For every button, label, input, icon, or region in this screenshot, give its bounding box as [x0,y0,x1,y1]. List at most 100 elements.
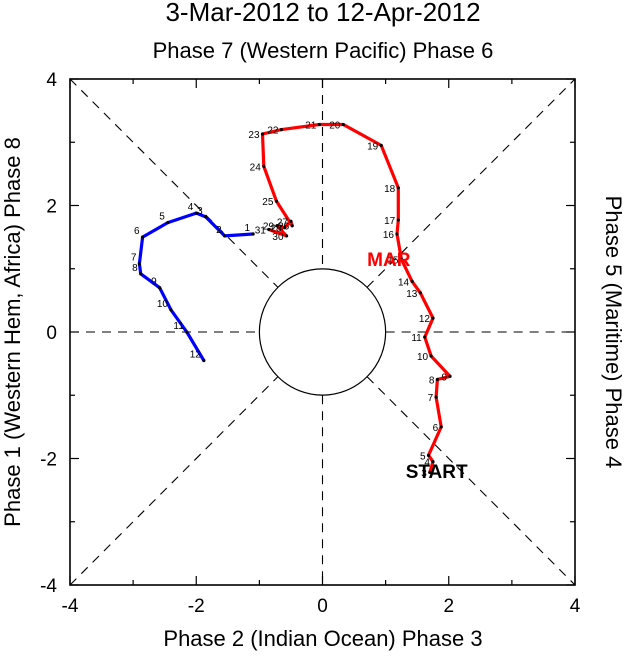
phase-guide-line [69,376,279,586]
day-label: 13 [406,289,418,300]
day-label: 10 [157,299,169,310]
data-point [251,232,255,236]
data-point [283,226,287,230]
day-label: 4 [424,458,430,469]
y-tick-label: 4 [46,70,57,91]
annotations: MAR START [367,250,468,483]
data-point [395,232,399,236]
chart-subtitle: Phase 7 (Western Pacific) Phase 6 [153,38,494,63]
series-line [137,211,255,363]
day-label: 9 [441,372,447,383]
day-label: 5 [159,212,165,223]
data-point [434,395,438,399]
day-label: 22 [267,126,279,137]
data-point [426,453,431,457]
day-label: 28 [271,224,283,235]
day-label: 23 [248,130,260,141]
data-point [166,220,170,225]
day-label: 30 [272,232,284,243]
day-label: 15 [387,255,399,266]
data-point [137,262,142,266]
day-label: 2 [216,225,222,236]
y-tick-label: -2 [40,450,57,471]
day-label: 7 [428,393,434,404]
day-label: 11 [411,333,422,344]
y-tick-label: -4 [40,576,57,597]
x-tick-label: -2 [188,596,205,617]
chart-title: 3-Mar-2012 to 12-Apr-2012 [165,0,480,27]
day-label: 4 [188,202,194,213]
data-point [341,122,345,127]
day-label: 9 [151,277,157,288]
data-point [435,377,439,382]
day-label: 19 [367,141,379,152]
data-point [169,308,173,312]
day-label: 17 [384,216,396,227]
data-point [423,335,427,339]
day-label: 8 [429,375,435,386]
data-point [284,234,289,238]
day-label: 21 [305,121,317,132]
day-label: 12 [190,349,202,360]
day-label: 29 [263,222,275,233]
day-label: 12 [419,314,431,325]
day-label: 6 [134,226,140,237]
data-point [431,316,435,320]
data-point [410,279,414,283]
data-point [185,330,189,334]
day-label: 11 [173,321,184,332]
data-point [139,272,143,276]
day-label: 31 [255,226,267,237]
day-label: 16 [383,230,395,241]
data-point [448,374,452,378]
day-label: 8 [132,263,138,274]
y-axis-title-right: Phase 5 (Maritime) Phase 4 [601,196,626,469]
data-point [204,215,208,219]
day-label: 18 [384,184,396,195]
data-point [396,218,400,222]
data-point [262,164,266,168]
day-label: 3 [421,468,427,479]
data-point [194,211,198,215]
data-point [289,219,293,223]
day-label: 20 [329,121,341,132]
data-point [428,470,432,475]
month-label: MAR [367,250,411,271]
x-tick-label: -4 [62,596,79,617]
data-point [290,224,294,228]
y-tick-label: 0 [46,323,57,344]
data-point [279,128,284,132]
data-point [317,122,321,127]
day-label: 24 [250,162,262,173]
day-label: 7 [131,253,137,264]
day-label: 1 [245,223,251,234]
x-tick-label: 2 [443,596,454,617]
data-point [158,286,162,290]
data-point [429,354,433,358]
data-point [399,257,404,261]
data-point [260,132,265,136]
y-axis-title-left: Phase 1 (Western Hem, Africa) Phase 8 [0,137,25,527]
day-label: 14 [398,277,410,288]
data-point [396,186,400,190]
day-label: 6 [433,423,439,434]
phase-guide-line [366,376,576,586]
data-point [274,199,279,203]
x-tick-label: 4 [570,596,581,617]
data-point [223,234,227,238]
data-point [140,235,145,239]
day-label: 10 [417,352,429,363]
data-point [267,227,271,232]
data-point [202,358,206,363]
amplitude-circle [258,268,387,396]
day-label: 3 [197,206,203,217]
y-tick-label: 2 [46,197,57,218]
phase-guide-line [69,78,279,288]
data-point [379,143,383,148]
data-point [418,291,422,295]
x-tick-label: 0 [317,596,328,617]
data-point [275,224,279,228]
